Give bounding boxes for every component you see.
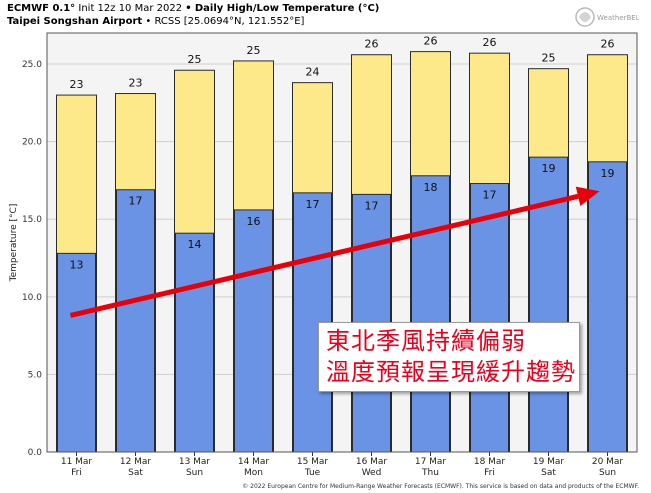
low-temp-bar bbox=[175, 232, 214, 453]
weatherbell-logo: WeatherBELL bbox=[575, 3, 644, 31]
header-bullet-2: • bbox=[145, 16, 152, 27]
callout-line-1: 東北季風持續偏弱 bbox=[326, 327, 526, 355]
annotation-callout: 東北季風持續偏弱 溫度預報呈現緩升趨勢 bbox=[318, 322, 580, 392]
x-tick-label-day: Sat bbox=[541, 468, 556, 478]
trend-arrow-head bbox=[575, 186, 600, 207]
x-tick-label-date: 14 Mar bbox=[238, 457, 270, 467]
high-temp-label: 25 bbox=[188, 53, 202, 66]
low-temp-label: 17 bbox=[365, 199, 379, 212]
x-tick-label-date: 15 Mar bbox=[297, 457, 329, 467]
x-tick-label-day: Fri bbox=[71, 468, 82, 478]
low-temp-label: 17 bbox=[129, 195, 143, 208]
header-bullet: • bbox=[185, 3, 192, 14]
x-tick-label-date: 16 Mar bbox=[356, 457, 388, 467]
y-tick-label: 0.0 bbox=[28, 448, 43, 458]
x-tick-label-day: Mon bbox=[244, 468, 263, 478]
plot-frame bbox=[46, 32, 638, 453]
high-temp-label: 26 bbox=[424, 35, 438, 48]
x-tick-label-day: Wed bbox=[362, 468, 382, 478]
chart-header-line1: ECMWF 0.1° Init 12z 10 Mar 2022 • Daily … bbox=[7, 3, 379, 14]
model-name: ECMWF 0.1° bbox=[7, 3, 76, 14]
trend-arrow-shaft bbox=[69, 193, 579, 318]
logo-text: WeatherBELL bbox=[597, 14, 639, 22]
high-temp-label: 26 bbox=[483, 36, 497, 49]
callout-line-2: 溫度預報呈現緩升趨勢 bbox=[326, 358, 576, 386]
x-tick-label-date: 13 Mar bbox=[179, 457, 211, 467]
low-temp-label: 19 bbox=[601, 167, 615, 180]
init-time: Init 12z 10 Mar 2022 bbox=[78, 3, 183, 14]
station-code: RCSS [25.0694°N, 121.552°E] bbox=[154, 16, 305, 27]
high-temp-label: 26 bbox=[365, 38, 379, 51]
high-temp-label: 25 bbox=[542, 52, 556, 65]
x-tick-label-day: Sat bbox=[128, 468, 143, 478]
low-temp-bar bbox=[234, 209, 273, 453]
x-tick-label-day: Tue bbox=[304, 468, 321, 478]
x-tick-label-date: 18 Mar bbox=[474, 457, 506, 467]
x-tick-label-date: 19 Mar bbox=[533, 457, 565, 467]
x-tick-label-day: Fri bbox=[484, 468, 495, 478]
low-temp-label: 18 bbox=[424, 181, 438, 194]
high-temp-label: 26 bbox=[601, 38, 615, 51]
product-name: Daily High/Low Temperature (°C) bbox=[194, 3, 380, 14]
high-temp-label: 25 bbox=[247, 44, 261, 57]
low-temp-bar bbox=[411, 175, 450, 453]
x-tick-label-date: 17 Mar bbox=[415, 457, 447, 467]
station-name: Taipei Songshan Airport bbox=[7, 16, 143, 27]
x-tick-label-date: 12 Mar bbox=[120, 457, 152, 467]
y-axis-label: Temperature [°C] bbox=[9, 204, 19, 283]
low-temp-label: 14 bbox=[188, 238, 202, 251]
high-temp-label: 24 bbox=[306, 66, 320, 79]
low-temp-bar bbox=[470, 183, 509, 453]
low-temp-label: 13 bbox=[70, 258, 84, 271]
chart-header-line2: Taipei Songshan Airport • RCSS [25.0694°… bbox=[7, 16, 304, 27]
high-temp-label: 23 bbox=[129, 77, 143, 90]
y-tick-label: 25.0 bbox=[22, 60, 42, 70]
y-tick-label: 15.0 bbox=[22, 215, 42, 225]
x-tick-label-day: Sun bbox=[599, 468, 616, 478]
high-temp-label: 23 bbox=[70, 78, 84, 91]
low-temp-bar bbox=[588, 161, 627, 453]
x-tick-label-day: Sun bbox=[186, 468, 203, 478]
x-tick-label-day: Thu bbox=[421, 468, 439, 478]
low-temp-label: 17 bbox=[483, 189, 497, 202]
y-tick-label: 5.0 bbox=[28, 370, 43, 380]
copyright-note: © 2022 European Centre for Medium-Range … bbox=[242, 483, 639, 490]
low-temp-label: 19 bbox=[542, 162, 556, 175]
low-temp-label: 17 bbox=[306, 198, 320, 211]
low-temp-bar bbox=[57, 252, 96, 453]
y-tick-label: 20.0 bbox=[22, 138, 42, 148]
x-tick-label-date: 11 Mar bbox=[61, 457, 93, 467]
x-tick-label-date: 20 Mar bbox=[592, 457, 624, 467]
y-tick-label: 10.0 bbox=[22, 293, 42, 303]
low-temp-bar bbox=[116, 189, 155, 453]
low-temp-label: 16 bbox=[247, 215, 261, 228]
